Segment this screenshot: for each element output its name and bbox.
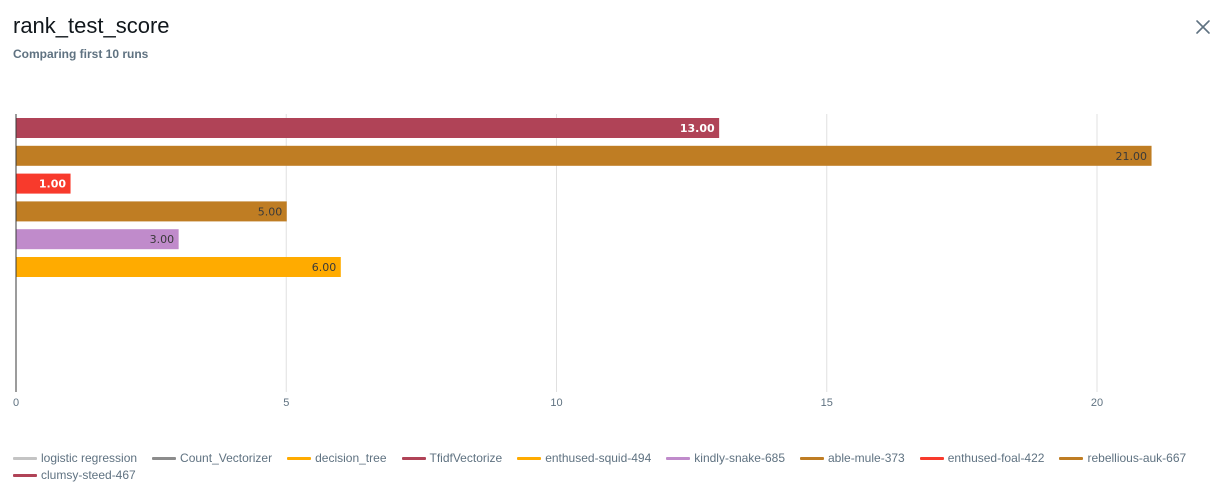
legend-swatch — [517, 456, 542, 460]
legend-label: TfidfVectorize — [429, 451, 503, 465]
legend-label: enthused-squid-494 — [545, 451, 652, 465]
legend-label: Count_Vectorizer — [180, 451, 273, 465]
bar-clumsy-steed-467[interactable] — [16, 118, 720, 138]
legend-swatch — [13, 456, 37, 460]
legend-item[interactable]: enthused-foal-422 — [919, 451, 1045, 465]
close-button[interactable] — [1193, 17, 1213, 37]
legend-label: kindly-snake-685 — [694, 451, 785, 465]
bar-rebellious-auk-667[interactable] — [16, 145, 1152, 166]
bar-enthused-squid-494[interactable] — [16, 257, 341, 277]
legend-item[interactable]: kindly-snake-685 — [666, 451, 785, 465]
bar-data-label: 1.00 — [39, 178, 66, 191]
legend-item[interactable]: clumsy-steed-467 — [13, 468, 136, 482]
legend-label: clumsy-steed-467 — [41, 468, 136, 482]
legend-item[interactable]: rebellious-auk-667 — [1059, 451, 1186, 465]
bar-kindly-snake-685[interactable] — [16, 229, 179, 250]
legend-item[interactable]: enthused-squid-494 — [517, 451, 651, 465]
legend-label: enthused-foal-422 — [947, 451, 1045, 465]
legend-label: logistic regression — [41, 451, 138, 465]
x-tick-label: 20 — [1091, 397, 1103, 409]
x-tick-label: 10 — [550, 397, 562, 409]
bar-data-label: 5.00 — [258, 205, 283, 218]
chart-legend: logistic regression Count_Vectorizer decis… — [13, 451, 1208, 482]
bar-data-label: 21.00 — [1116, 150, 1148, 163]
legend-swatch — [152, 456, 177, 460]
legend-swatch — [1059, 456, 1084, 460]
bar-chart: 0 5 10 15 20 13.00 21.00 1.00 5.00 3.00 6.00 — [13, 114, 1152, 409]
legend-label: rebellious-auk-667 — [1087, 451, 1187, 465]
legend-item[interactable]: decision_tree — [287, 451, 387, 465]
legend-item[interactable]: able-mule-373 — [800, 451, 905, 465]
legend-label: decision_tree — [315, 451, 387, 465]
legend-item[interactable]: logistic regression — [13, 451, 137, 465]
bar-data-label: 13.00 — [680, 122, 715, 135]
legend-swatch — [666, 456, 691, 460]
x-tick-label: 0 — [13, 397, 19, 409]
legend-label: able-mule-373 — [828, 451, 905, 465]
x-tick-label: 15 — [821, 397, 833, 409]
legend-item[interactable]: Count_Vectorizer — [152, 451, 272, 465]
close-icon — [1196, 20, 1210, 34]
legend-swatch — [13, 473, 37, 477]
bar-data-label: 6.00 — [312, 261, 337, 274]
x-tick-label: 5 — [283, 397, 289, 409]
legend-swatch — [401, 456, 426, 460]
legend-item[interactable]: TfidfVectorize — [401, 451, 503, 465]
bar-able-mule-373[interactable] — [16, 201, 287, 222]
legend-swatch — [800, 456, 824, 460]
page-title: rank_test_score — [13, 13, 170, 38]
page-subtitle: Comparing first 10 runs — [13, 47, 149, 61]
legend-swatch — [919, 456, 944, 460]
bar-data-label: 3.00 — [150, 233, 175, 246]
legend-swatch — [287, 456, 312, 460]
bar-enthused-foal-422[interactable] — [16, 173, 71, 194]
